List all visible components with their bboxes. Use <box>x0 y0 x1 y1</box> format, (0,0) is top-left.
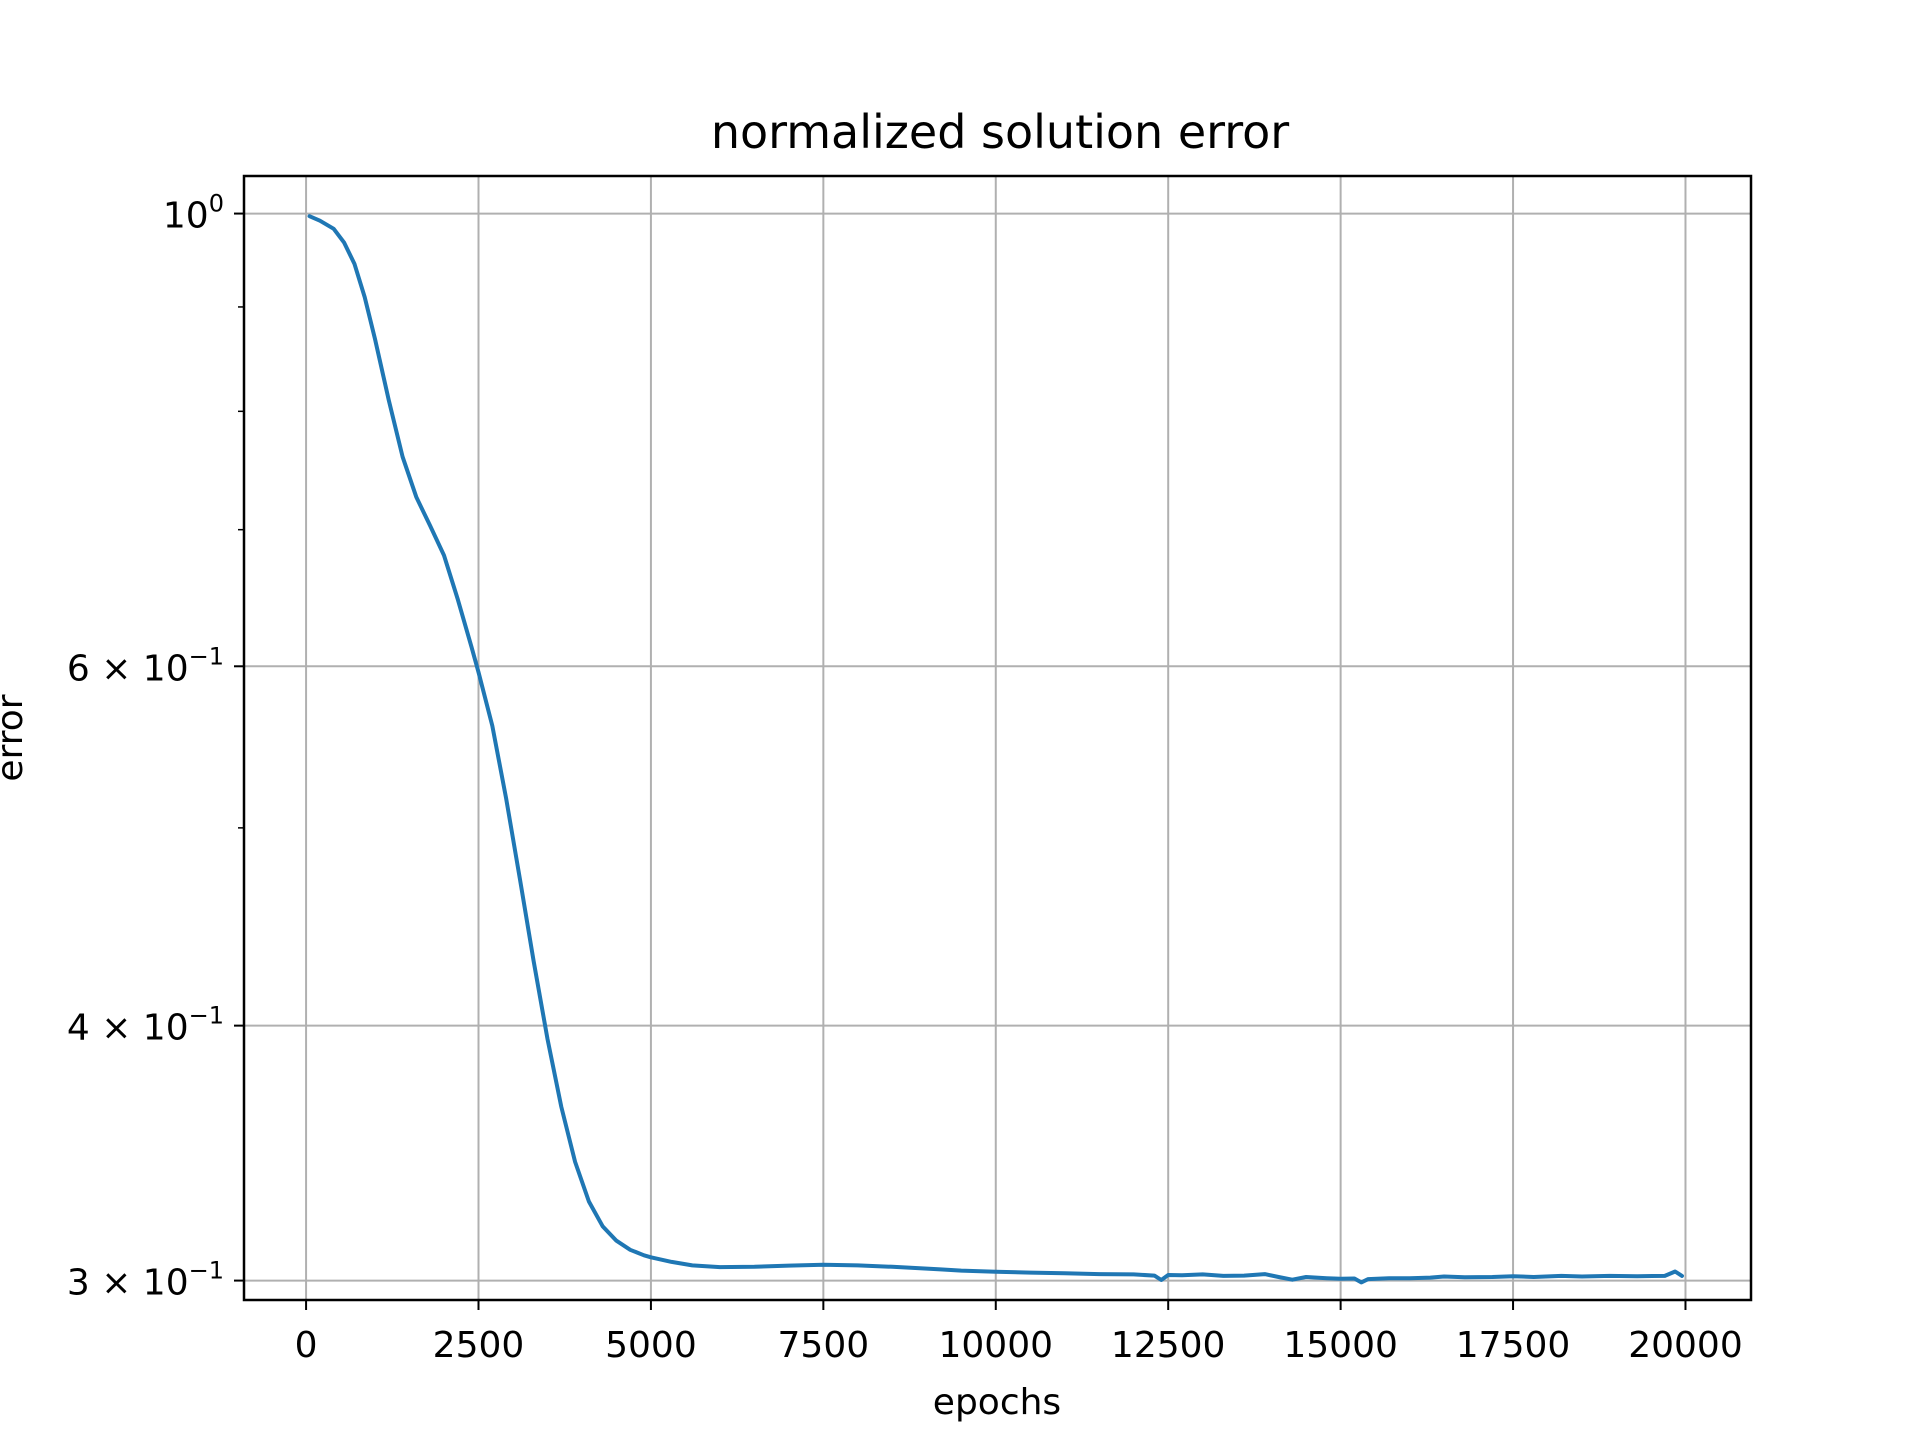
chart-title: normalized solution error <box>711 105 1289 159</box>
x-tick-label: 17500 <box>1456 1325 1571 1366</box>
y-tick-label-exponent: 0 <box>209 190 224 218</box>
grid <box>244 176 1751 1300</box>
x-axis-label: epochs <box>933 1382 1061 1423</box>
x-tick-label: 10000 <box>939 1325 1054 1366</box>
x-tick-label: 12500 <box>1111 1325 1226 1366</box>
y-tick-label: 100 <box>163 190 224 237</box>
plot-frame <box>242 174 1753 1302</box>
x-tick-label: 0 <box>295 1325 318 1366</box>
x-tick-label: 15000 <box>1283 1325 1398 1366</box>
y-tick-label-base: 3 × 10 <box>67 1263 189 1304</box>
series-layer <box>307 214 1684 1285</box>
x-axis: 0 2500 5000 7500 10000 12500 15000 17500 20000 <box>295 1300 1743 1366</box>
y-tick-label: 6 × 10−1 <box>67 642 224 689</box>
x-tick-label: 20000 <box>1628 1325 1743 1366</box>
y-axis-label: error <box>0 694 31 781</box>
y-tick-label-exponent: −1 <box>189 1002 224 1030</box>
y-tick-label-base: 4 × 10 <box>67 1008 189 1049</box>
y-tick-label-base: 10 <box>163 196 209 237</box>
y-tick-label: 3 × 10−1 <box>67 1257 224 1304</box>
y-tick-label-base: 6 × 10 <box>67 648 189 689</box>
y-tick-label-exponent: −1 <box>189 642 224 670</box>
y-tick-label-exponent: −1 <box>189 1257 224 1285</box>
x-tick-label: 7500 <box>778 1325 870 1366</box>
y-tick-label: 4 × 10−1 <box>67 1002 224 1049</box>
x-tick-label: 2500 <box>433 1325 525 1366</box>
series-line <box>307 214 1684 1285</box>
x-tick-label: 5000 <box>605 1325 697 1366</box>
